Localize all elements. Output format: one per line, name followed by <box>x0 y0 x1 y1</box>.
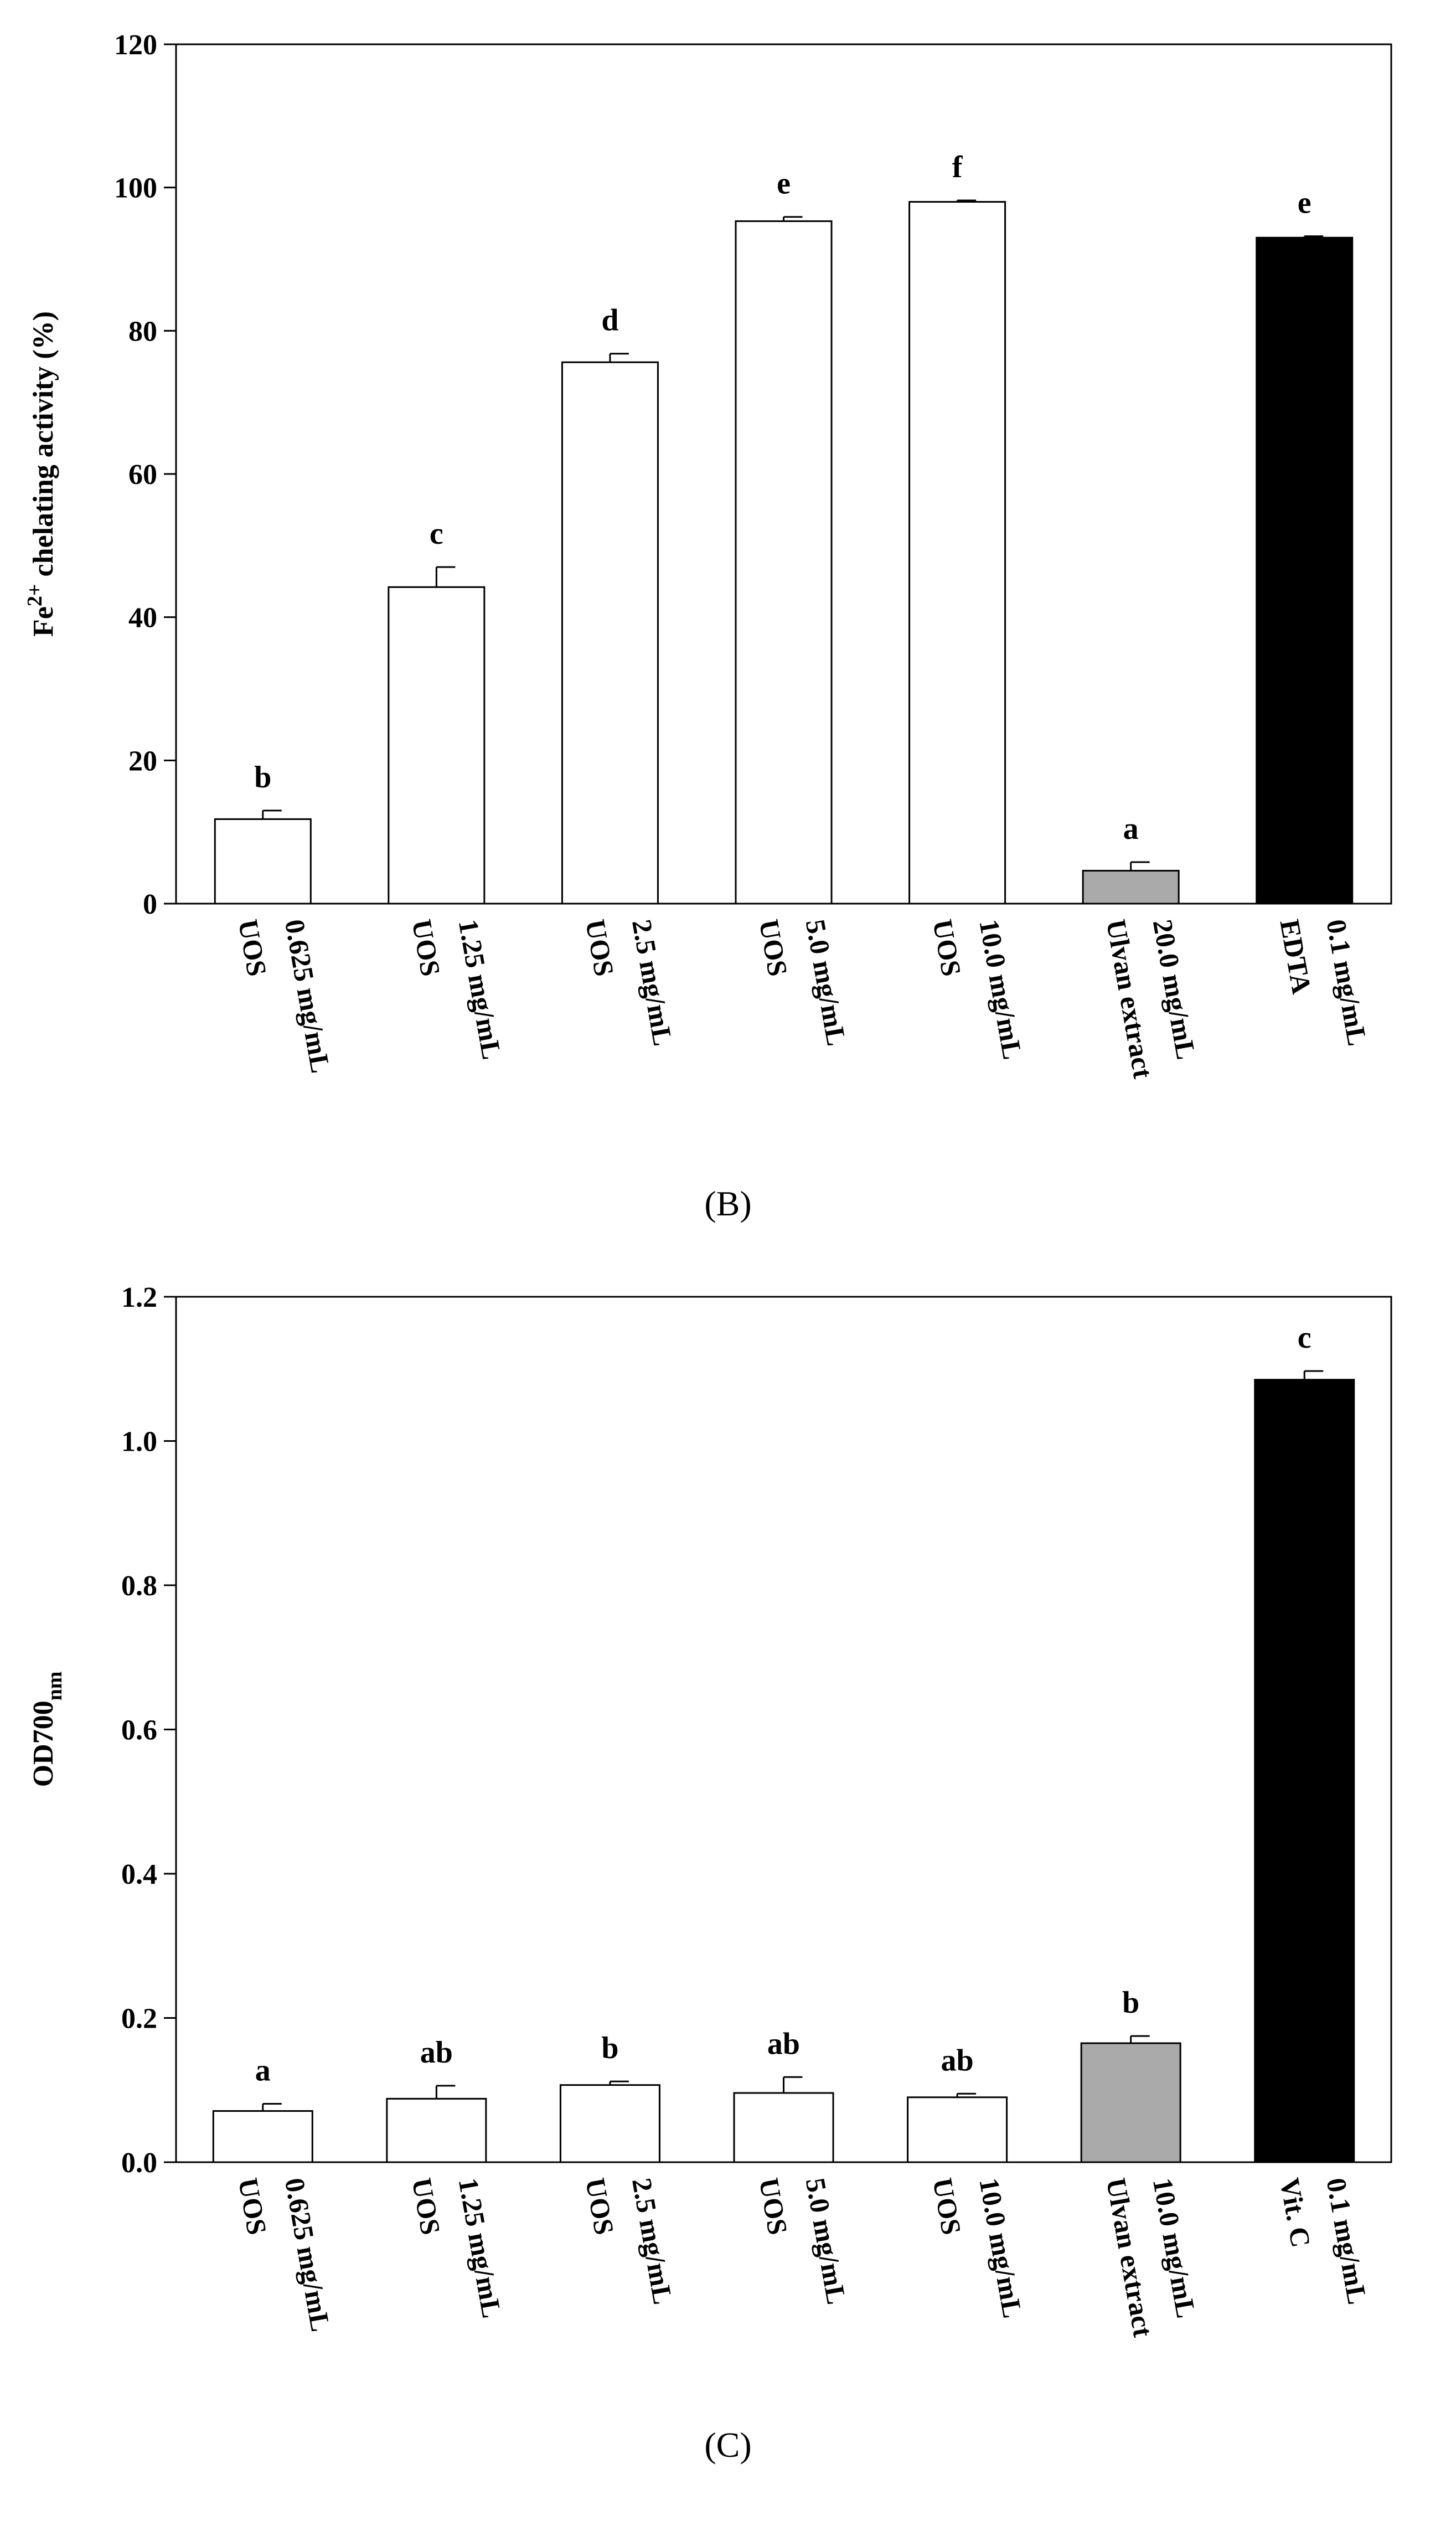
significance-letter: b <box>1122 1986 1139 2020</box>
bar <box>735 220 833 905</box>
y-tick-label: 0.0 <box>121 2147 157 2179</box>
category-label: UOS <box>233 917 273 978</box>
y-axis-label: OD700nm <box>28 1672 66 1787</box>
bar <box>1254 1379 1355 2163</box>
significance-letter: c <box>1298 1321 1312 1355</box>
category-label: UOS <box>927 2175 967 2237</box>
category-label: Ulvan extract <box>1101 917 1159 1081</box>
significance-letter: d <box>601 303 618 338</box>
significance-letter: ab <box>941 2043 973 2077</box>
significance-letter: ab <box>767 2027 800 2061</box>
category-label: 20.0 mg/mL <box>1147 917 1202 1061</box>
bar <box>1256 236 1354 905</box>
chart-panel-b: 0 20 40 60 80 100 120 Fe2+ chelating activity (… <box>23 29 1392 1223</box>
category-label: 1.25 mg/mL <box>453 2175 508 2320</box>
y-tick-label: 0.8 <box>121 1570 157 1602</box>
y-tick-label: 0.2 <box>121 2003 157 2035</box>
y-tick-label: 60 <box>128 459 157 491</box>
significance-letter: f <box>952 150 963 184</box>
category-label: 10.0 mg/mL <box>973 2175 1029 2320</box>
significance-letter: b <box>254 760 271 795</box>
bar <box>214 818 312 905</box>
bar <box>908 201 1006 905</box>
category-label: UOS <box>753 2175 794 2237</box>
y-tick-label: 1.0 <box>121 1426 157 1458</box>
significance-letter: c <box>430 517 443 551</box>
bar <box>907 2096 1008 2163</box>
category-label: UOS <box>580 917 620 978</box>
bar <box>1082 870 1180 905</box>
category-label: EDTA <box>1274 917 1318 996</box>
y-axis-label: Fe2+ chelating activity (%) <box>23 311 59 637</box>
bar <box>561 361 659 905</box>
category-label: UOS <box>580 2175 620 2237</box>
category-label: 5.0 mg/mL <box>800 917 853 1048</box>
category-label: Ulvan extract <box>1101 2175 1159 2339</box>
y-tick-label: 80 <box>128 316 157 347</box>
y-tick-label: 0.4 <box>121 1859 157 1890</box>
y-tick-label: 40 <box>128 602 157 634</box>
significance-letter: b <box>601 2031 618 2065</box>
significance-letter: e <box>777 167 791 201</box>
category-label: 10.0 mg/mL <box>1147 2175 1202 2320</box>
category-label: 0.1 mg/mL <box>1320 2175 1373 2307</box>
y-tick-label: 20 <box>128 745 157 777</box>
category-label: 2.5 mg/mL <box>626 917 679 1048</box>
category-label: UOS <box>233 2175 273 2237</box>
y-tick-label: 0.6 <box>121 1715 157 1746</box>
bar <box>388 586 486 905</box>
y-tick-label: 100 <box>114 173 157 204</box>
category-label: 0.625 mg/mL <box>279 917 337 1075</box>
significance-letter: a <box>1123 812 1139 846</box>
bar <box>1080 2042 1181 2163</box>
category-label: 5.0 mg/mL <box>800 2175 853 2307</box>
category-label: UOS <box>406 2175 447 2237</box>
bar <box>386 2097 487 2163</box>
bar <box>559 2084 660 2163</box>
category-label: 0.625 mg/mL <box>279 2175 337 2334</box>
bar <box>733 2092 834 2163</box>
category-label: 2.5 mg/mL <box>626 2175 679 2307</box>
y-tick-label: 0 <box>143 889 157 920</box>
category-label: Vit. C <box>1274 2175 1316 2250</box>
significance-letter: e <box>1298 186 1312 220</box>
category-label: 10.0 mg/mL <box>973 917 1029 1061</box>
significance-letter: a <box>255 2053 271 2087</box>
y-tick-label: 1.2 <box>121 1282 157 1313</box>
category-label: UOS <box>406 917 447 978</box>
category-label: 0.1 mg/mL <box>1320 917 1373 1048</box>
y-tick-label: 120 <box>114 29 157 61</box>
category-label: 1.25 mg/mL <box>453 917 508 1061</box>
panel-label: (C) <box>704 2425 751 2465</box>
bar <box>212 2110 313 2163</box>
panel-label: (B) <box>704 1184 751 1223</box>
category-label: UOS <box>927 917 967 978</box>
category-label: UOS <box>753 917 794 978</box>
significance-letter: ab <box>420 2035 453 2070</box>
